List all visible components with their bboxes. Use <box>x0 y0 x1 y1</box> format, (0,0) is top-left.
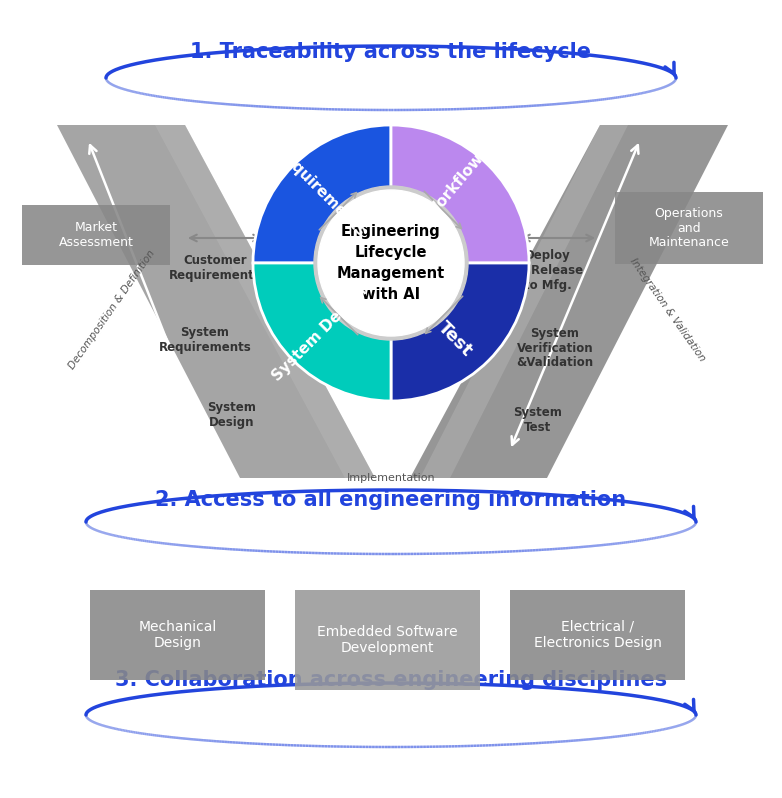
Text: Market
Assessment: Market Assessment <box>59 221 134 249</box>
Text: 1. Traceability across the lifecycle: 1. Traceability across the lifecycle <box>191 42 591 62</box>
Polygon shape <box>155 125 375 478</box>
Text: Operations
and
Maintenance: Operations and Maintenance <box>648 207 730 250</box>
Text: Decomposition & Definition: Decomposition & Definition <box>67 249 157 371</box>
Text: System
Verification
&Validation: System Verification &Validation <box>516 326 594 369</box>
Text: Workflow: Workflow <box>424 151 487 222</box>
Text: System
Requirements: System Requirements <box>159 326 251 354</box>
Polygon shape <box>420 125 628 478</box>
Polygon shape <box>410 125 728 478</box>
Text: Mechanical
Design: Mechanical Design <box>138 620 217 650</box>
Wedge shape <box>391 263 529 401</box>
FancyBboxPatch shape <box>90 590 265 680</box>
Text: Engineering
Lifecycle
Management
with AI: Engineering Lifecycle Management with AI <box>337 224 445 302</box>
Polygon shape <box>57 125 375 478</box>
Text: Integration & Validation: Integration & Validation <box>629 256 708 364</box>
FancyBboxPatch shape <box>22 205 170 265</box>
Circle shape <box>314 186 468 340</box>
Text: 3. Collaboration across engineering disciplines: 3. Collaboration across engineering disc… <box>115 670 667 690</box>
Text: System Design: System Design <box>270 283 371 384</box>
Wedge shape <box>253 125 391 263</box>
Text: 2. Access to all engineering information: 2. Access to all engineering information <box>156 490 626 510</box>
Circle shape <box>318 190 464 336</box>
Text: System
Design: System Design <box>207 401 256 429</box>
FancyBboxPatch shape <box>615 192 763 264</box>
Text: Customer
Requirements: Customer Requirements <box>169 254 261 282</box>
Text: Electrical /
Electronics Design: Electrical / Electronics Design <box>533 620 662 650</box>
FancyBboxPatch shape <box>510 590 685 680</box>
Text: Test: Test <box>434 318 476 361</box>
FancyBboxPatch shape <box>295 590 480 690</box>
Text: Implementation: Implementation <box>346 473 436 483</box>
Text: System
Test: System Test <box>514 406 562 434</box>
Wedge shape <box>391 125 529 263</box>
Text: Embedded Software
Development: Embedded Software Development <box>317 625 457 655</box>
Wedge shape <box>253 263 391 401</box>
Text: Deploy
or Release
to Mfg.: Deploy or Release to Mfg. <box>513 248 583 291</box>
Text: Requirements: Requirements <box>272 144 368 240</box>
